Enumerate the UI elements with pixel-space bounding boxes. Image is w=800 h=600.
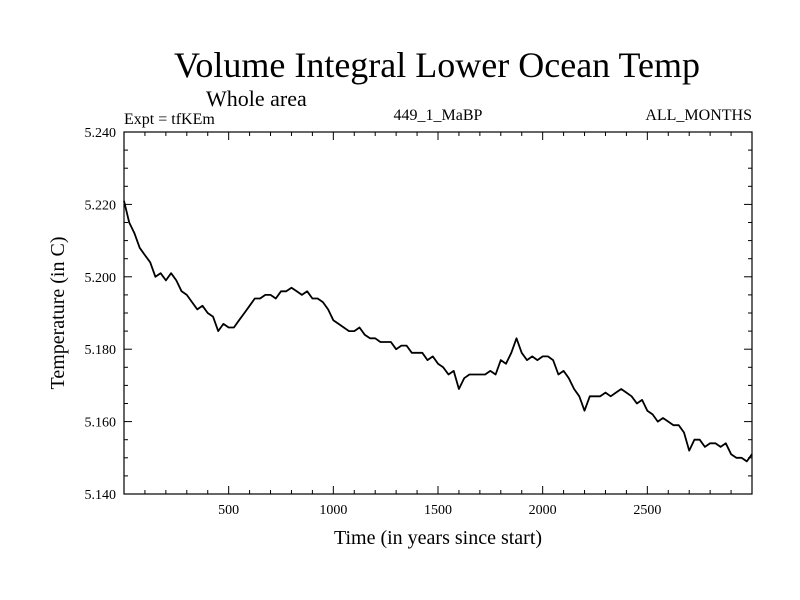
plot-frame [123, 131, 753, 495]
y-tick-label: 5.140 [85, 488, 117, 503]
y-tick-label: 5.220 [85, 198, 117, 213]
x-tick-label: 2000 [529, 503, 557, 518]
x-tick-label: 1500 [424, 503, 452, 518]
run-label: 449_1_MaBP [394, 107, 483, 124]
chart-title: Volume Integral Lower Ocean Temp [174, 45, 700, 85]
y-tick-label: 5.240 [85, 126, 117, 141]
y-tick-label: 5.200 [85, 271, 117, 286]
temperature-series-line [123, 200, 753, 463]
y-tick-label: 5.180 [85, 343, 117, 358]
y-axis-label: Temperature (in C) [47, 237, 69, 390]
x-tick-label: 1000 [319, 503, 347, 518]
chart-subtitle: Whole area [206, 86, 307, 111]
x-tick-label: 2500 [633, 503, 661, 518]
y-tick-label: 5.160 [85, 416, 117, 431]
y-axis-ticks: 5.140 5.160 5.180 5.200 5.220 5.240 [85, 126, 752, 503]
experiment-label: Expt = tfKEm [124, 111, 215, 128]
x-axis-ticks: 500 1000 1500 2000 2500 [144, 132, 732, 518]
months-label: ALL_MONTHS [645, 107, 752, 124]
x-tick-label: 500 [218, 503, 239, 518]
x-axis-label: Time (in years since start) [334, 527, 542, 549]
